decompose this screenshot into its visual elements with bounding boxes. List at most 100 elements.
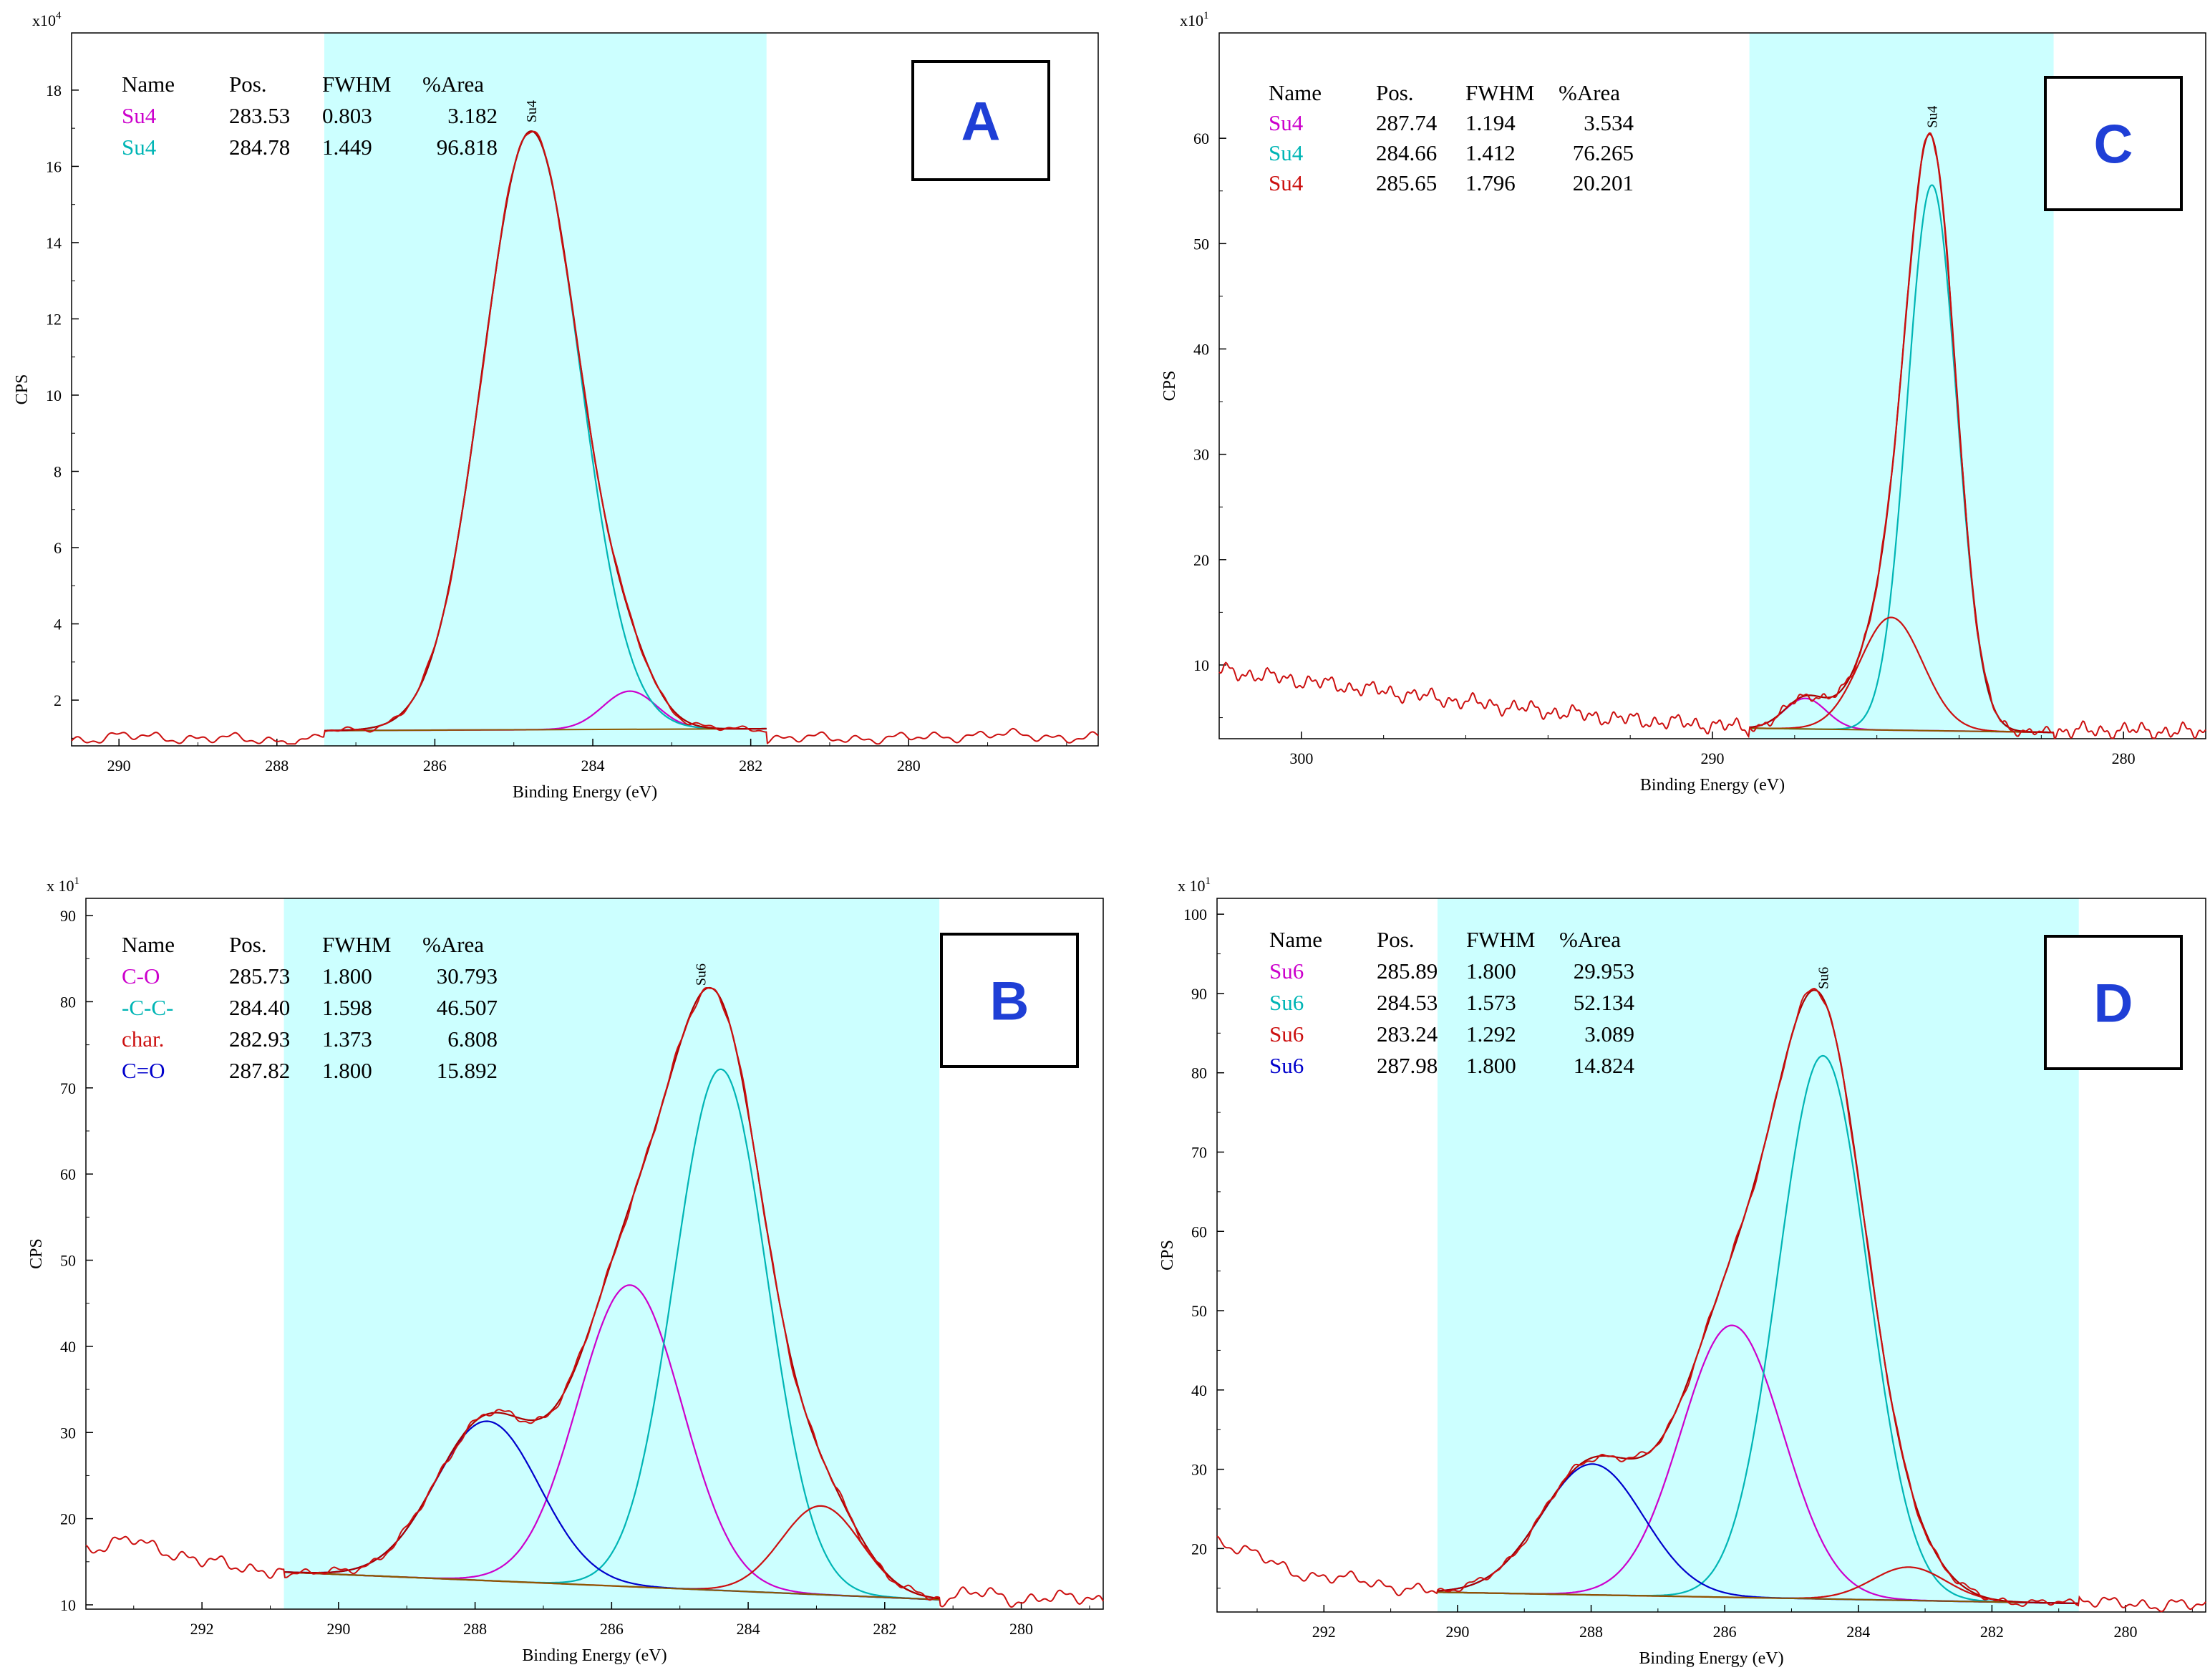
chart-b-table-row-fwhm: 1.598: [322, 995, 372, 1020]
chart-b-x-tick-label: 286: [600, 1620, 624, 1638]
chart-a-x-tick-label: 284: [581, 757, 605, 775]
chart-a-table-header: %Area: [422, 72, 484, 97]
chart-b-y-exponent: x 101: [47, 875, 79, 895]
chart-c-table-row-pos: 284.66: [1376, 140, 1437, 165]
chart-c-y-tick-label: 60: [1193, 130, 1209, 147]
panel-a: 2 4 6 8 10 12 14 16 18 290 288 286 284 282 280 Binding …: [0, 0, 1102, 830]
chart-a-y-tick-label: 8: [54, 463, 62, 481]
chart-b-table-row-fwhm: 1.800: [322, 1058, 372, 1083]
chart-a-y-tick-label: 18: [46, 82, 62, 99]
chart-a-x-tick-label: 280: [897, 757, 921, 775]
chart-c-background-line: [1749, 727, 2054, 734]
chart-b-y-tick-label: 20: [60, 1510, 76, 1528]
chart-d-x-tick-label: 290: [1445, 1623, 1469, 1641]
chart-b-background-line: [283, 1571, 940, 1601]
chart-c-table-header: Pos.: [1376, 80, 1414, 105]
chart-a-table-row-pos: 283.53: [229, 103, 290, 128]
chart-a-table-header: Pos.: [229, 72, 267, 97]
chart-d-table-row-name: Su6: [1269, 1021, 1304, 1047]
chart-d-table-row-name: Su6: [1269, 1053, 1304, 1078]
chart-d: 20 30 40 50 60 70 80 90 100 292 290 288 286 284 282 280…: [1158, 875, 2206, 1668]
chart-a: 2 4 6 8 10 12 14 16 18 290 288 286 284 282 280 Binding …: [13, 10, 1099, 802]
chart-a-letter-box: [911, 60, 1050, 181]
chart-d-y-exponent: x 101: [1178, 875, 1211, 895]
chart-b-raw-spectrum: [85, 987, 1104, 1608]
chart-a-raw-spectrum: [71, 130, 1099, 745]
chart-d-table-row-fwhm: 1.800: [1466, 958, 1516, 984]
chart-d-x-tick-label: 282: [1980, 1623, 2004, 1641]
chart-d-background-line: [1437, 1591, 2026, 1603]
chart-b-letter-box: [940, 933, 1079, 1068]
chart-d-table-row-area: 3.089: [1584, 1021, 1634, 1047]
chart-b-table-row-name: C-O: [122, 963, 160, 989]
chart-a-panel-letter: A: [961, 92, 1001, 152]
chart-c-table-row-area: 20.201: [1573, 170, 1634, 195]
chart-a-y-tick-label: 12: [46, 310, 62, 328]
chart-d-peak-label: Su6: [1816, 967, 1831, 989]
chart-c-table-row-name: Su4: [1269, 110, 1304, 135]
chart-b-y-tick-label: 90: [60, 907, 76, 925]
chart-a-table-row-fwhm: 1.449: [322, 135, 372, 160]
chart-c-raw-spectrum: [1218, 132, 2206, 739]
chart-b-y-axis-title: CPS: [27, 1238, 46, 1269]
chart-c-y-tick-label: 30: [1193, 446, 1209, 464]
chart-d-y-tick-label: 50: [1191, 1302, 1207, 1320]
chart-a-y-tick-label: 14: [46, 234, 62, 252]
chart-c-x-axis-title: Binding Energy (eV): [1640, 776, 1785, 795]
chart-c-table-row-area: 76.265: [1573, 140, 1634, 165]
chart-c-table-header: FWHM: [1465, 80, 1534, 105]
chart-c-table-row-pos: 287.74: [1376, 110, 1438, 135]
chart-d-table-row-pos: 283.24: [1377, 1021, 1438, 1047]
chart-c-table-row-fwhm: 1.194: [1465, 110, 1516, 135]
chart-a-y-tick-label: 4: [54, 616, 62, 633]
chart-b-plot-frame: [85, 898, 1104, 1610]
chart-b-peak-label: Su6: [693, 963, 709, 986]
chart-d-y-tick-label: 80: [1191, 1064, 1207, 1082]
chart-d-table-row-fwhm: 1.292: [1466, 1021, 1516, 1047]
chart-d-table-row-area: 14.824: [1574, 1053, 1635, 1078]
chart-b-table-row-pos: 285.73: [229, 963, 290, 989]
chart-a-background-line: [324, 728, 767, 732]
chart-a-table-row-area: 96.818: [437, 135, 498, 160]
chart-b-table-row-pos: 287.82: [229, 1058, 290, 1083]
chart-c-table-header: Name: [1269, 80, 1322, 105]
chart-d-x-tick-label: 280: [2114, 1623, 2138, 1641]
chart-b-y-tick-label: 80: [60, 993, 76, 1011]
chart-d-table-header: FWHM: [1466, 927, 1535, 952]
chart-d-y-tick-label: 30: [1191, 1461, 1207, 1479]
chart-b-highlight-region: [283, 898, 940, 1609]
panel-b: 10 20 30 40 50 60 70 80 90 292 290 288 286 284 282 280 B…: [0, 837, 1108, 1680]
chart-b-x-tick-label: 290: [326, 1620, 350, 1638]
chart-d-x-tick-label: 292: [1312, 1623, 1336, 1641]
panel-c: 10 20 30 40 50 60 300 290 280 Binding Energy (eV)…: [1108, 0, 2210, 830]
chart-a-plot-frame: [71, 32, 1099, 747]
chart-b-y-tick-label: 60: [60, 1165, 76, 1183]
chart-a-y-tick-label: 10: [46, 387, 62, 404]
chart-c-x-tick-label: 300: [1289, 749, 1313, 767]
chart-d-raw-spectrum: [1216, 988, 2206, 1613]
chart-b-table-row-name: C=O: [122, 1058, 165, 1083]
chart-c-y-tick-label: 50: [1193, 235, 1209, 253]
chart-d-y-tick-label: 40: [1191, 1382, 1207, 1399]
chart-c-y-tick-label: 20: [1193, 551, 1209, 569]
chart-c-table-row-area: 3.534: [1584, 110, 1634, 135]
chart-d-x-tick-label: 284: [1846, 1623, 1870, 1641]
chart-a-x-axis-title: Binding Energy (eV): [513, 783, 657, 802]
chart-d-y-tick-label: 70: [1191, 1143, 1207, 1161]
chart-b-table-row-area: 46.507: [437, 995, 498, 1020]
chart-b-table-row-fwhm: 1.373: [322, 1026, 372, 1052]
chart-d-table-row-area: 52.134: [1574, 990, 1635, 1015]
chart-c-table-header: %Area: [1559, 80, 1620, 105]
chart-d-y-tick-label: 20: [1191, 1540, 1207, 1558]
chart-b-table-row-area: 6.808: [447, 1026, 498, 1052]
chart-d-panel-letter: D: [2094, 973, 2133, 1034]
chart-d-table-row-pos: 287.98: [1377, 1053, 1438, 1078]
chart-c-x-tick-label: 280: [2112, 749, 2136, 767]
chart-a-y-tick-label: 2: [54, 691, 62, 709]
chart-d-table-header: Name: [1269, 927, 1322, 952]
chart-d-letter-box: [2044, 935, 2183, 1070]
chart-b-y-tick-label: 30: [60, 1424, 76, 1442]
chart-b-table-header: FWHM: [322, 932, 391, 957]
chart-d-table-row-fwhm: 1.800: [1466, 1053, 1516, 1078]
chart-d-x-tick-label: 288: [1579, 1623, 1603, 1641]
